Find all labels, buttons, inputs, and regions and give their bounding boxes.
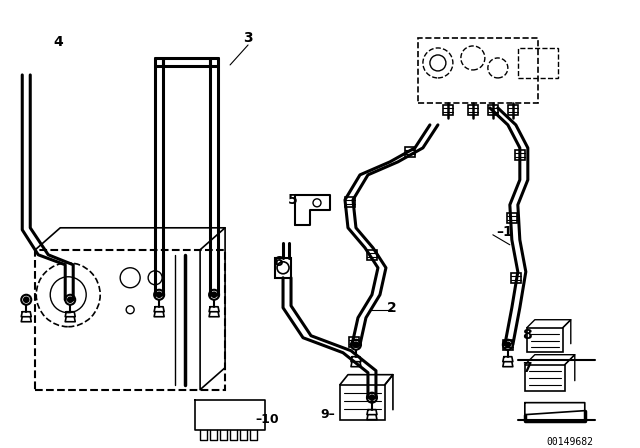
Bar — [527, 328, 563, 352]
Bar — [488, 105, 498, 115]
Text: 8: 8 — [522, 328, 532, 342]
Bar — [275, 258, 291, 278]
Text: 7: 7 — [522, 361, 532, 375]
Bar — [443, 105, 453, 115]
Bar — [507, 213, 517, 223]
Bar — [515, 150, 525, 160]
Bar — [349, 337, 359, 347]
Text: 00149682: 00149682 — [547, 437, 593, 447]
Bar — [525, 365, 564, 391]
Text: 4: 4 — [53, 35, 63, 49]
Circle shape — [506, 342, 510, 347]
Bar — [468, 105, 478, 115]
Text: –1: –1 — [496, 225, 513, 239]
Circle shape — [157, 292, 162, 297]
Bar — [503, 340, 513, 350]
Bar — [518, 48, 558, 78]
Bar — [35, 250, 225, 390]
Bar — [345, 197, 355, 207]
Text: –10: –10 — [255, 413, 278, 426]
Circle shape — [212, 292, 216, 297]
Circle shape — [68, 297, 73, 302]
Circle shape — [24, 297, 29, 302]
Text: 3: 3 — [243, 31, 253, 45]
Text: 5: 5 — [288, 193, 298, 207]
Bar — [508, 105, 518, 115]
Bar — [511, 273, 521, 283]
Circle shape — [353, 342, 358, 347]
Circle shape — [369, 395, 374, 400]
Bar — [340, 385, 385, 420]
Bar — [405, 147, 415, 157]
Text: 2: 2 — [387, 301, 397, 315]
Bar — [418, 38, 538, 103]
Bar — [367, 250, 377, 260]
Text: 9–: 9– — [320, 408, 335, 421]
Text: 6: 6 — [273, 255, 283, 269]
